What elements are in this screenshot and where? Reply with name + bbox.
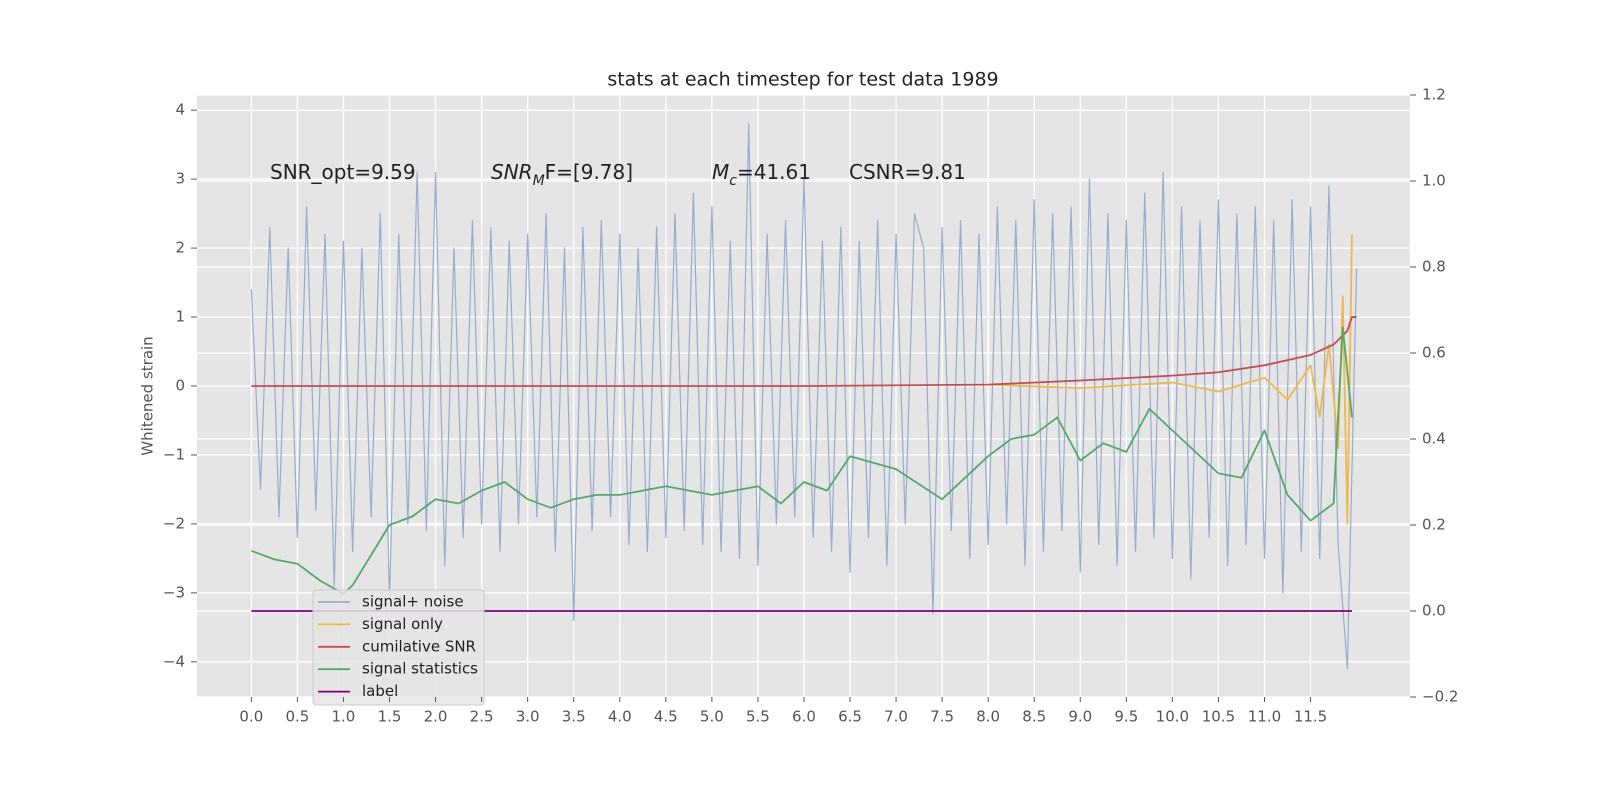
legend-label: signal+ noise [362,593,464,611]
x-tick-label: 6.0 [792,708,816,726]
x-tick-label: 10.5 [1202,708,1235,726]
y2-tick-label: 1.0 [1422,172,1446,190]
legend-label: label [362,682,398,700]
annotation-text: CSNR=9.81 [849,160,966,184]
legend-label: signal only [362,615,443,633]
y2-tick-label: 1.2 [1422,86,1446,104]
y-tick-label: −3 [163,583,185,601]
x-tick-label: 2.5 [470,708,494,726]
annotation: SNR_opt=9.59 [270,160,416,184]
legend-label: signal statistics [362,660,478,678]
x-tick-label: 9.5 [1114,708,1138,726]
annotation: Mc=41.61 [712,160,811,190]
y-tick-label: 2 [175,239,185,257]
y-tick-label: 0 [175,377,185,395]
annotation-after: =41.61 [737,160,811,184]
x-tick-label: 4.0 [608,708,632,726]
annotation-sub: c [729,173,737,189]
x-tick-label: 7.0 [884,708,908,726]
x-tick-label: 3.5 [562,708,586,726]
x-tick-label: 0.0 [239,708,263,726]
annotation: CSNR=9.81 [849,160,966,184]
legend-box [312,589,485,706]
legend-label: cumilative SNR [362,637,476,655]
x-tick-label: 7.5 [930,708,954,726]
series-line [988,234,1353,525]
y-tick-label: 4 [175,101,185,119]
y2-tick-label: 0.8 [1422,258,1446,276]
x-tick-label: 3.0 [516,708,540,726]
y2-tick-label: 0.2 [1422,516,1446,534]
y2-tick-label: 0.0 [1422,602,1446,620]
y-tick-label: 3 [175,170,185,188]
x-tick-label: 11.5 [1294,708,1327,726]
series-line [251,316,1357,387]
x-tick-label: 0.5 [285,708,309,726]
y2-tick-label: 0.6 [1422,344,1446,362]
annotation-text: M [712,160,729,184]
x-tick-label: 5.0 [700,708,724,726]
x-tick-label: 2.0 [424,708,448,726]
y-tick-label: 1 [175,308,185,326]
x-tick-label: 5.5 [746,708,770,726]
y-tick-label: −4 [163,652,185,670]
series-line [251,326,1353,595]
x-tick-label: 8.5 [1022,708,1046,726]
y-axis-label: Whitened strain [139,336,157,455]
series-line [250,123,1358,670]
annotation-text: SNR [491,160,533,184]
y-tick-label: −1 [163,445,185,463]
y2-tick-label: 0.4 [1422,430,1446,448]
legend: signal+ noise signal only cumilative SNR si… [312,589,485,706]
y2-tick-label: −0.2 [1422,688,1458,706]
x-tick-label: 6.5 [838,708,862,726]
annotation-after: F=[9.78] [545,160,633,184]
annotation-sub: M [533,173,545,189]
annotations: SNR_opt=9.59 SNRMF=[9.78] Mc=41.61 CSNR=9.8… [270,160,966,190]
y-tick-label: −2 [163,514,185,532]
x-tick-label: 9.0 [1068,708,1092,726]
x-tick-label: 1.5 [378,708,402,726]
annotation-text: SNR_opt=9.59 [270,160,416,184]
x-tick-label: 4.5 [654,708,678,726]
x-tick-label: 10.0 [1156,708,1189,726]
annotation: SNRMF=[9.78] [491,160,633,190]
x-tick-label: 8.0 [976,708,1000,726]
x-tick-label: 1.0 [332,708,356,726]
chart-title: stats at each timestep for test data 198… [607,69,998,91]
x-tick-label: 11.0 [1248,708,1281,726]
